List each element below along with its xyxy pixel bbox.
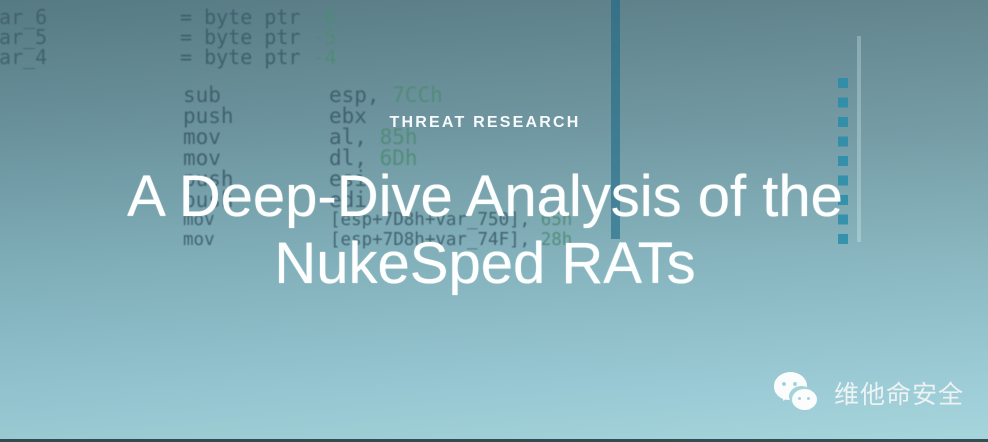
asm-mnemonic: push <box>183 104 234 128</box>
scrollbar-line <box>857 36 861 242</box>
asm-instruction: mov [esp+7D8h+var_74F], 28h <box>183 230 572 250</box>
asm-operands: [esp+7D8h+var_74F], 28h <box>330 230 573 250</box>
asm-operands: ebx <box>329 104 367 128</box>
asm-mnemonic: mov <box>183 125 221 149</box>
stack-var-decl: = byte ptr -6 <box>180 5 337 29</box>
stack-var-decl: = byte ptr -4 <box>180 45 337 69</box>
asm-instruction: mov dl, 6Dh <box>183 146 418 170</box>
wechat-bubble-small <box>791 389 817 417</box>
asm-operands: dl, 6Dh <box>329 146 418 170</box>
breakpoint-square-strip <box>838 78 848 244</box>
stack-var-name: var_5 <box>0 25 48 49</box>
asm-operands: esp, 7CCh <box>329 83 443 107</box>
asm-operands: [esp+7D8h+var_750], 65h <box>330 210 573 230</box>
asm-instruction: push ebx <box>183 104 367 128</box>
asm-operands: al, 85h <box>329 125 418 149</box>
asm-operands: edi <box>329 188 367 212</box>
asm-instruction: push edi <box>183 188 367 212</box>
stack-var-decl: = byte ptr -5 <box>180 25 337 49</box>
asm-instruction: push esi <box>183 167 367 191</box>
asm-mnemonic: push <box>183 167 234 191</box>
asm-operands: esi <box>329 167 367 191</box>
wechat-watermark: 维他命安全 <box>772 370 964 417</box>
asm-instruction: mov [esp+7D8h+var_750], 65h <box>183 210 572 230</box>
asm-mnemonic: mov <box>183 210 215 230</box>
stack-var-name: var_6 <box>0 5 48 29</box>
wechat-bubble-large <box>773 372 807 409</box>
wechat-icon <box>772 370 822 417</box>
wechat-account-name: 维他命安全 <box>833 381 964 409</box>
bottom-border <box>0 439 988 442</box>
asm-instruction: mov al, 85h <box>183 125 418 149</box>
asm-mnemonic: mov <box>183 230 215 250</box>
asm-mnemonic: mov <box>183 146 221 170</box>
stack-var-name: var_4 <box>0 45 48 69</box>
asm-instruction: sub esp, 7CCh <box>183 83 443 107</box>
asm-mnemonic: push <box>183 188 234 212</box>
code-divider-line <box>611 0 620 239</box>
asm-mnemonic: sub <box>183 83 221 107</box>
